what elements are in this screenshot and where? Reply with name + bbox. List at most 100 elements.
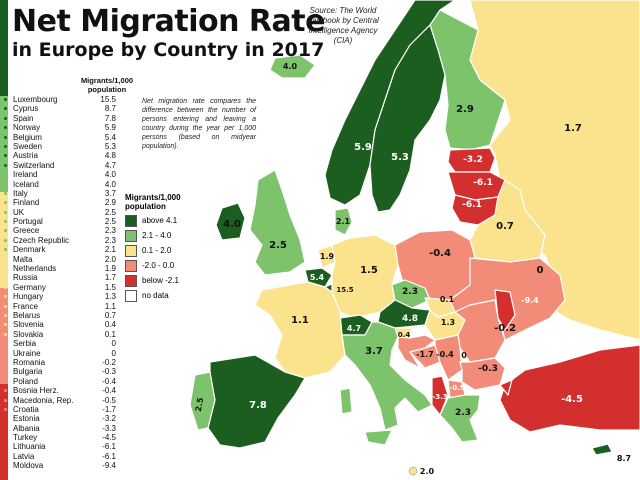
migration-value: 5.3: [104, 141, 116, 151]
bullet-icon: [4, 267, 7, 271]
label-slovenia: 0.4: [398, 331, 411, 339]
label-france: 1.1: [291, 315, 309, 326]
table-row: Malta 2.0: [4, 255, 116, 264]
sidebar-band-5: [0, 384, 8, 480]
country-name: Russia: [13, 273, 38, 283]
bullet-icon: [4, 248, 7, 252]
legend-label: above 4.1: [142, 216, 178, 225]
label-latvia: -6.1: [473, 178, 493, 188]
label-moldova: -9.4: [521, 296, 539, 305]
country-name: Hungary: [13, 292, 44, 302]
country-sweden: [369, 24, 446, 213]
bullet-icon: [4, 163, 7, 167]
migration-value: 2.5: [104, 207, 116, 217]
legend-title: Migrants/1,000 population: [125, 193, 181, 211]
table-row: Iceland 4.0: [4, 180, 116, 189]
bullet-icon: [4, 173, 7, 177]
migration-value: 5.9: [104, 123, 116, 133]
bullet-icon: [4, 238, 7, 242]
country-name: Cyprus: [13, 104, 39, 114]
legend-item: 2.1 - 4.0: [125, 229, 205, 244]
migration-value: -0.4: [102, 376, 116, 386]
source-text: Source: The World Factbook by Central In…: [307, 6, 379, 45]
bullet-icon: [4, 313, 7, 317]
country-table: Luxembourg 15.5 Cyprus 8.7 Spain 7.8 Norway 5.9…: [4, 95, 116, 471]
country-name: Bulgaria: [13, 367, 43, 377]
label-finland: 2.9: [456, 104, 474, 115]
migration-value: -3.2: [102, 414, 116, 424]
country-name: Lithuania: [13, 442, 46, 452]
legend-swatch: [125, 245, 137, 257]
legend-label: 2.1 - 4.0: [142, 231, 172, 240]
legend-swatch: [125, 215, 137, 227]
country-uk: [249, 169, 306, 276]
table-row: Sweden 5.3: [4, 142, 116, 151]
migration-value: 2.5: [104, 217, 116, 227]
bullet-icon: [4, 370, 7, 374]
table-row: Bosnia Herz. -0.4: [4, 386, 116, 395]
label-hungary: 1.3: [441, 318, 455, 327]
legend-item: no data: [125, 289, 205, 304]
table-row: Serbia 0: [4, 339, 116, 348]
label-bulgaria: -0.3: [478, 364, 498, 374]
country-italy-sicily: [364, 429, 393, 446]
table-row: Albania -3.3: [4, 424, 116, 433]
migration-value: 4.8: [104, 151, 116, 161]
migration-value: -6.1: [102, 442, 116, 452]
table-row: Spain 7.8: [4, 114, 116, 123]
migration-value: -6.1: [102, 451, 116, 461]
bullet-icon: [4, 220, 7, 224]
country-name: Albania: [13, 423, 40, 433]
migration-value: 1.3: [104, 292, 116, 302]
table-row: Norway 5.9: [4, 123, 116, 132]
country-name: Moldova: [13, 461, 44, 471]
table-row: Greece 2.3: [4, 226, 116, 235]
table-row: Croatia -1.7: [4, 405, 116, 414]
table-row: Hungary 1.3: [4, 292, 116, 301]
migration-value: -0.4: [102, 386, 116, 396]
migration-value: 0.7: [104, 310, 116, 320]
label-bosnia: -0.4: [436, 350, 454, 359]
country-name: Latvia: [13, 451, 35, 461]
country-name: Romania: [13, 357, 46, 367]
bullet-icon: [4, 379, 7, 383]
country-name: Bosnia Herz.: [13, 386, 59, 396]
country-name: Ireland: [13, 170, 38, 180]
table-row: Ireland 4.0: [4, 170, 116, 179]
label-belarus: 0.7: [496, 221, 514, 232]
bullet-icon: [4, 201, 7, 205]
legend-swatch: [125, 290, 137, 302]
country-name: Turkey: [13, 433, 38, 443]
country-name: Slovenia: [13, 320, 44, 330]
bullet-icon: [4, 135, 7, 139]
country-serbia: [434, 334, 463, 381]
migration-value: 1.5: [104, 282, 116, 292]
country-ireland: [215, 202, 246, 241]
table-row: France 1.1: [4, 302, 116, 311]
table-row: Portugal 2.5: [4, 217, 116, 226]
table-row: Moldova -9.4: [4, 461, 116, 470]
table-row: UK 2.5: [4, 208, 116, 217]
table-row: Belgium 5.4: [4, 133, 116, 142]
bullet-icon: [4, 332, 7, 336]
label-germany: 1.5: [360, 265, 378, 276]
definition-note: Net migration rate compares the differen…: [142, 98, 256, 150]
label-spain: 7.8: [249, 400, 267, 411]
country-name: Sweden: [13, 141, 42, 151]
country-name: UK: [13, 207, 25, 217]
migration-value: 2.0: [104, 254, 116, 264]
label-lithuania: -6.1: [462, 200, 482, 210]
label-malta: 2.0: [420, 467, 435, 476]
bullet-icon: [4, 107, 7, 111]
country-malta: [408, 466, 418, 476]
migration-value: 8.7: [104, 104, 116, 114]
migration-value: 0: [111, 339, 116, 349]
bullet-icon: [4, 285, 7, 289]
country-denmark: [334, 207, 353, 236]
label-iceland: 4.0: [283, 62, 298, 71]
legend-swatch: [125, 260, 137, 272]
migration-value: 2.9: [104, 198, 116, 208]
migration-value: 2.3: [104, 235, 116, 245]
bullet-icon: [4, 342, 7, 346]
